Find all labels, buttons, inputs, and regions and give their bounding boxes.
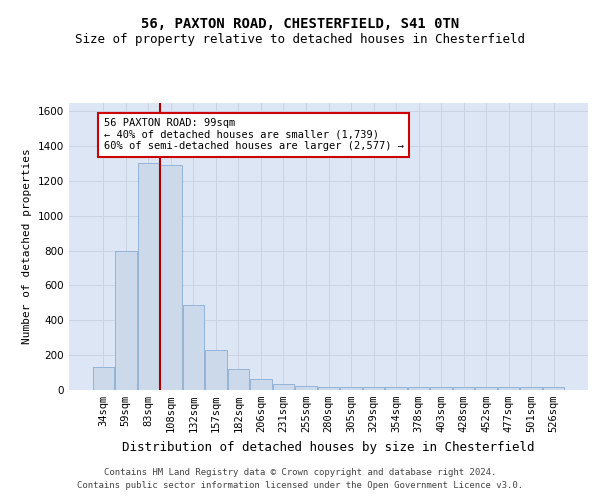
Bar <box>273 384 294 390</box>
Text: Size of property relative to detached houses in Chesterfield: Size of property relative to detached ho… <box>75 32 525 46</box>
Bar <box>115 250 137 390</box>
Bar <box>250 378 272 390</box>
Bar <box>453 386 475 390</box>
Bar <box>205 350 227 390</box>
Bar <box>520 386 542 390</box>
Bar <box>92 368 114 390</box>
Bar <box>318 386 339 390</box>
Y-axis label: Number of detached properties: Number of detached properties <box>22 148 32 344</box>
Bar <box>228 369 249 390</box>
Bar <box>137 164 159 390</box>
Text: Contains HM Land Registry data © Crown copyright and database right 2024.: Contains HM Land Registry data © Crown c… <box>104 468 496 477</box>
Bar <box>408 386 429 390</box>
Bar <box>363 386 384 390</box>
Text: Contains public sector information licensed under the Open Government Licence v3: Contains public sector information licen… <box>77 482 523 490</box>
Bar <box>182 304 204 390</box>
Bar <box>475 386 497 390</box>
Bar <box>543 386 565 390</box>
Bar <box>385 386 407 390</box>
Bar <box>498 386 520 390</box>
Bar <box>295 386 317 390</box>
Bar <box>340 386 362 390</box>
Bar <box>430 386 452 390</box>
Bar <box>160 165 182 390</box>
Text: 56 PAXTON ROAD: 99sqm
← 40% of detached houses are smaller (1,739)
60% of semi-d: 56 PAXTON ROAD: 99sqm ← 40% of detached … <box>104 118 404 152</box>
Text: 56, PAXTON ROAD, CHESTERFIELD, S41 0TN: 56, PAXTON ROAD, CHESTERFIELD, S41 0TN <box>141 18 459 32</box>
X-axis label: Distribution of detached houses by size in Chesterfield: Distribution of detached houses by size … <box>122 440 535 454</box>
